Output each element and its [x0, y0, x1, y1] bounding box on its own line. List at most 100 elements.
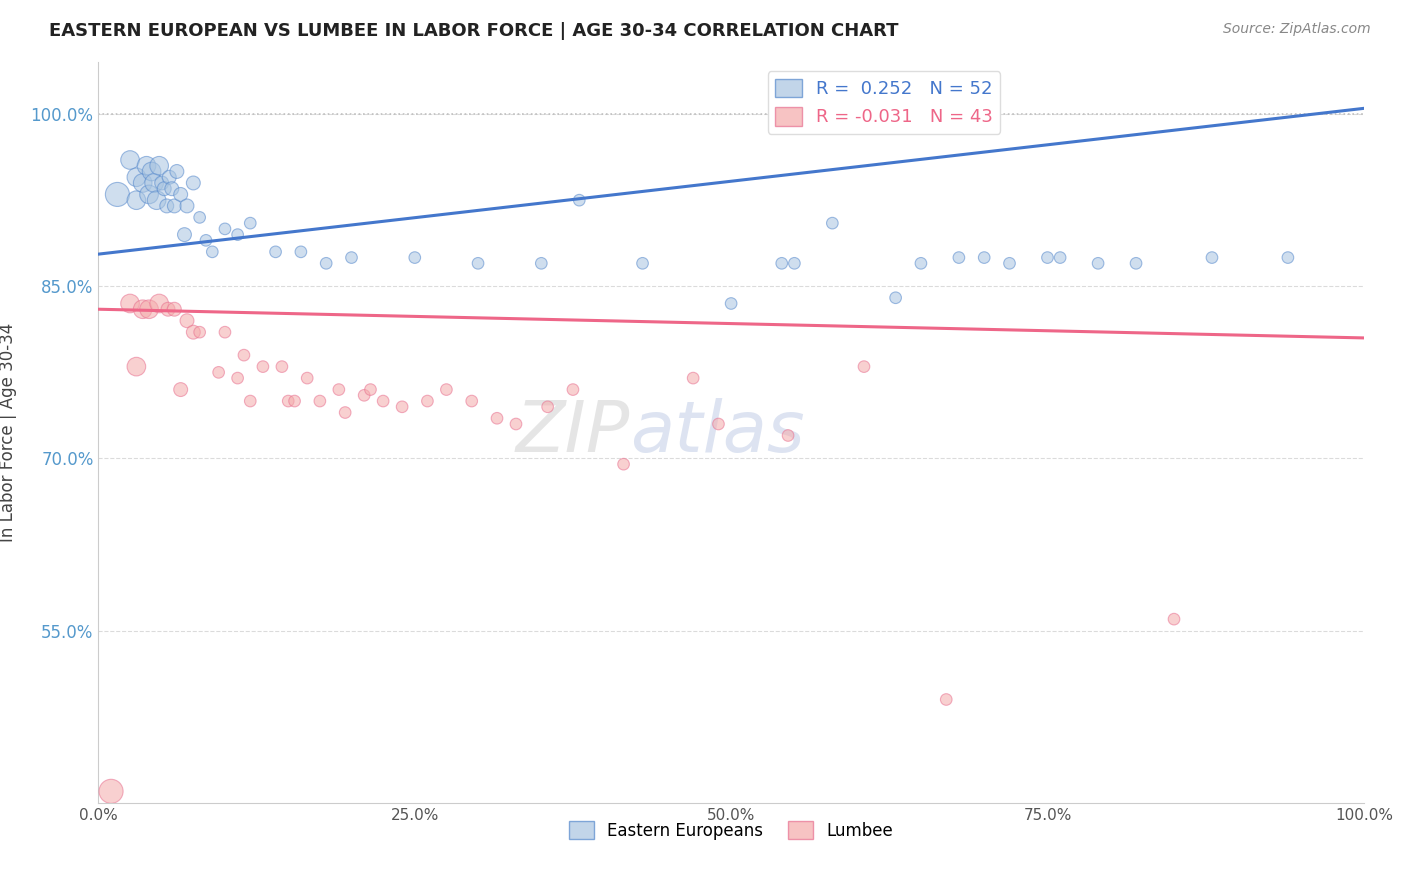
Point — [188, 211, 211, 225]
Point — [270, 359, 294, 374]
Point — [188, 325, 211, 339]
Point — [163, 302, 186, 317]
Point — [176, 314, 198, 328]
Point — [156, 199, 179, 213]
Point — [1277, 251, 1299, 265]
Point — [360, 383, 382, 397]
Point — [631, 256, 654, 270]
Point — [145, 193, 167, 207]
Point — [290, 244, 312, 259]
Point — [948, 251, 970, 265]
Point — [143, 176, 166, 190]
Point — [353, 388, 375, 402]
Point — [226, 371, 249, 385]
Text: EASTERN EUROPEAN VS LUMBEE IN LABOR FORCE | AGE 30-34 CORRELATION CHART: EASTERN EUROPEAN VS LUMBEE IN LABOR FORC… — [49, 22, 898, 40]
Point — [1163, 612, 1185, 626]
Point — [297, 371, 319, 385]
Point — [148, 296, 170, 310]
Text: atlas: atlas — [630, 398, 804, 467]
Point — [233, 348, 256, 362]
Point — [505, 417, 527, 431]
Point — [214, 222, 236, 236]
Point — [783, 256, 806, 270]
Point — [120, 153, 141, 167]
Point — [530, 256, 553, 270]
Point — [239, 394, 262, 409]
Point — [536, 400, 558, 414]
Point — [183, 176, 205, 190]
Point — [371, 394, 394, 409]
Point — [252, 359, 274, 374]
Point — [141, 164, 163, 178]
Point — [135, 159, 157, 173]
Point — [1125, 256, 1147, 270]
Point — [125, 359, 148, 374]
Legend: Eastern Europeans, Lumbee: Eastern Europeans, Lumbee — [562, 814, 900, 847]
Point — [160, 182, 183, 196]
Point — [821, 216, 844, 230]
Point — [486, 411, 509, 425]
Point — [132, 302, 155, 317]
Point — [612, 457, 634, 471]
Point — [467, 256, 489, 270]
Point — [340, 251, 363, 265]
Point — [138, 187, 160, 202]
Point — [998, 256, 1021, 270]
Point — [391, 400, 413, 414]
Point — [568, 193, 591, 207]
Point — [169, 187, 191, 202]
Point — [157, 170, 180, 185]
Point — [770, 256, 793, 270]
Point — [173, 227, 195, 242]
Point — [884, 291, 907, 305]
Point — [1036, 251, 1059, 265]
Point — [163, 199, 186, 213]
Point — [973, 251, 995, 265]
Point — [264, 244, 287, 259]
Point — [935, 692, 957, 706]
Point — [226, 227, 249, 242]
Point — [561, 383, 585, 397]
Point — [1049, 251, 1071, 265]
Point — [153, 182, 176, 196]
Point — [239, 216, 262, 230]
Point — [201, 244, 224, 259]
Point — [176, 199, 198, 213]
Point — [132, 176, 155, 190]
Point — [460, 394, 484, 409]
Point — [125, 170, 148, 185]
Point — [335, 405, 357, 419]
Point — [315, 256, 337, 270]
Y-axis label: In Labor Force | Age 30-34: In Labor Force | Age 30-34 — [0, 323, 17, 542]
Point — [120, 296, 141, 310]
Point — [100, 784, 122, 798]
Point — [404, 251, 426, 265]
Point — [107, 187, 129, 202]
Text: ZIP: ZIP — [516, 398, 630, 467]
Point — [277, 394, 299, 409]
Point — [157, 302, 180, 317]
Point — [183, 325, 205, 339]
Point — [214, 325, 236, 339]
Point — [169, 383, 191, 397]
Point — [707, 417, 730, 431]
Point — [166, 164, 188, 178]
Point — [150, 176, 173, 190]
Point — [138, 302, 160, 317]
Point — [194, 233, 218, 247]
Text: Source: ZipAtlas.com: Source: ZipAtlas.com — [1223, 22, 1371, 37]
Point — [284, 394, 307, 409]
Point — [148, 159, 170, 173]
Point — [1201, 251, 1223, 265]
Point — [910, 256, 932, 270]
Point — [436, 383, 458, 397]
Point — [1087, 256, 1109, 270]
Point — [778, 428, 800, 442]
Point — [328, 383, 350, 397]
Point — [125, 193, 148, 207]
Point — [852, 359, 875, 374]
Point — [720, 296, 742, 310]
Point — [416, 394, 439, 409]
Point — [208, 365, 231, 379]
Point — [309, 394, 332, 409]
